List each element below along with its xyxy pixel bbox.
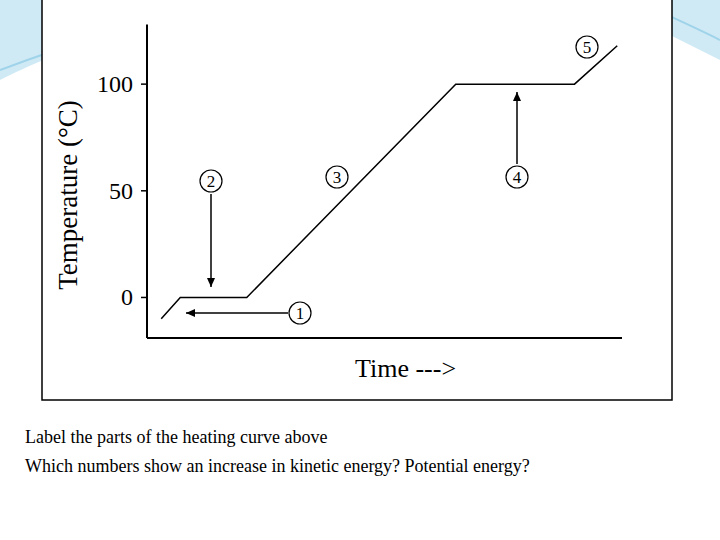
x-axis xyxy=(147,337,622,339)
arrow-head xyxy=(186,309,195,317)
plot-area xyxy=(161,46,617,319)
heating-curve xyxy=(161,46,617,319)
y-tick xyxy=(141,297,147,299)
y-axis-label: Temperature (°C) xyxy=(53,100,83,290)
arrow-head xyxy=(513,92,521,101)
chart: 0 50 100 Temperature (°C) Time ---> 1 2 3 4 5 Labe… xyxy=(0,0,720,540)
y-tick-label: 50 xyxy=(109,178,133,204)
annotation-label: 4 xyxy=(513,168,522,187)
annotation-circle xyxy=(326,166,348,188)
annotation-circle xyxy=(576,36,598,58)
annotation-arrow xyxy=(186,312,288,314)
y-axis xyxy=(146,24,148,338)
annotation-arrow xyxy=(516,92,518,164)
y-tick-label: 0 xyxy=(121,284,133,310)
annotation-arrow xyxy=(210,194,212,287)
annotation-label: 3 xyxy=(333,168,342,187)
annotation-label: 2 xyxy=(207,172,216,191)
annotation-label: 5 xyxy=(583,38,592,57)
picture-frame xyxy=(42,0,672,400)
caption-line: Label the parts of the heating curve abo… xyxy=(25,427,327,447)
arrow-head xyxy=(207,278,215,287)
annotation-circle xyxy=(506,166,528,188)
annotation-circle xyxy=(200,170,222,192)
y-tick xyxy=(141,83,147,85)
annotation-circle xyxy=(289,302,311,324)
x-axis-label: Time ---> xyxy=(355,354,456,383)
caption-line: Which numbers show an increase in kineti… xyxy=(25,456,530,476)
y-tick-label: 100 xyxy=(97,71,133,97)
annotation-label: 1 xyxy=(296,304,305,323)
y-tick xyxy=(141,190,147,192)
